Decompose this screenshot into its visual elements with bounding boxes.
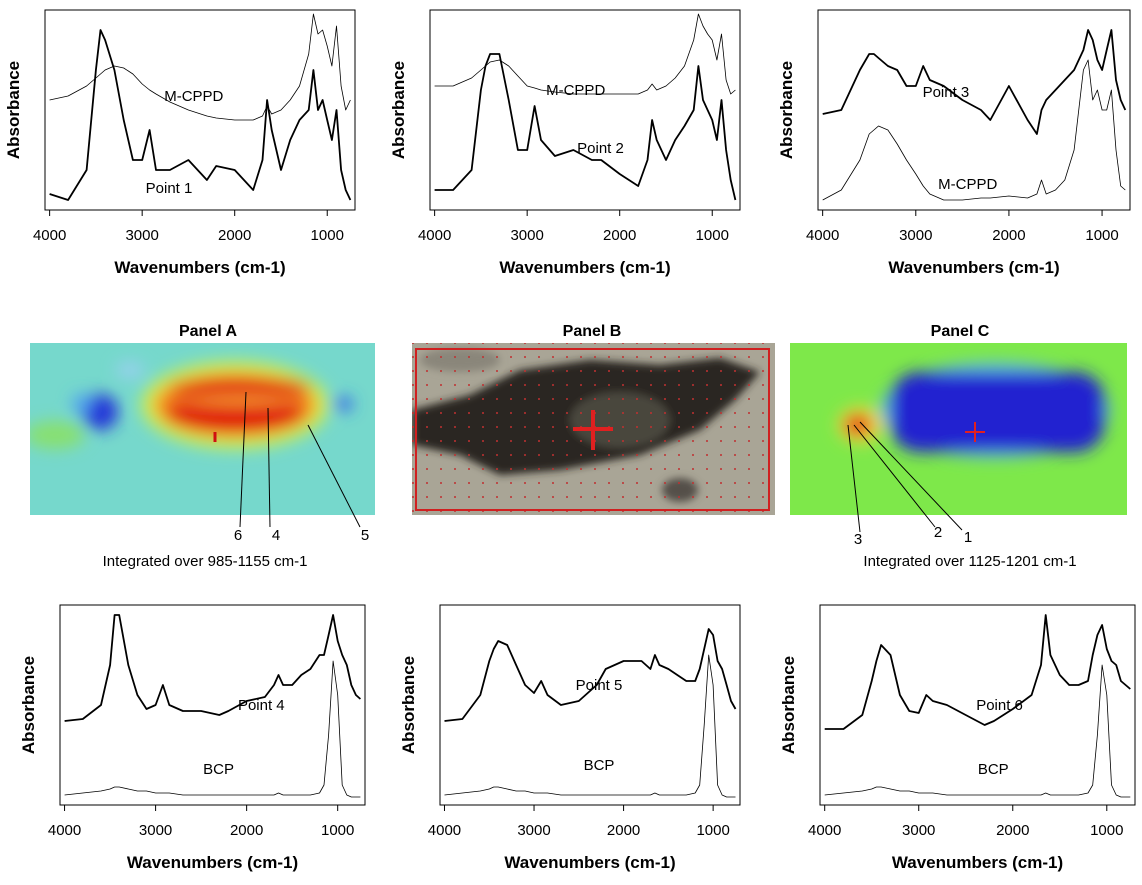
- spectrum-chart: 4000 3000 2000 1000 Wavenumbers (cm-1) Absorb…: [4, 9, 356, 277]
- series-label: M-CPPD: [164, 88, 223, 105]
- x-tick-label: 1000: [311, 227, 344, 244]
- spectrum-chart: 4000 3000 2000 1000 Wavenumbers (cm-1) Absorb…: [19, 604, 366, 872]
- spectrum-line: [434, 13, 736, 95]
- x-tick-label: 1000: [1090, 822, 1123, 839]
- series-label: M-CPPD: [938, 176, 997, 193]
- y-axis-label: Absorbance: [777, 61, 796, 159]
- panel-b: Panel B: [412, 323, 775, 515]
- spectrum-line: [444, 654, 736, 798]
- spectrum-line: [822, 29, 1127, 135]
- panel-title: Panel C: [931, 323, 990, 340]
- x-tick-label: 4000: [418, 227, 451, 244]
- micrograph: [412, 343, 775, 515]
- x-tick-label: 2000: [603, 227, 636, 244]
- x-axis-label: Wavenumbers (cm-1): [504, 853, 675, 872]
- plot-frame: [439, 604, 741, 806]
- series-label: BCP: [584, 757, 615, 774]
- plot-frame: [817, 9, 1131, 211]
- spectrum-line: [64, 614, 361, 722]
- y-axis-label: Absorbance: [4, 61, 23, 159]
- series-label: BCP: [978, 761, 1009, 778]
- callout: 4: [272, 527, 280, 544]
- callout: 3: [854, 531, 862, 548]
- plot-frame: [59, 604, 366, 806]
- panel-title: Panel B: [563, 323, 622, 340]
- x-tick-label: 2000: [996, 822, 1029, 839]
- y-axis-label: Absorbance: [779, 656, 798, 754]
- spectrum-chart: 4000 3000 2000 1000 Wavenumbers (cm-1) Absorb…: [777, 9, 1131, 277]
- panel-a: Panel A 6 4 5 In: [30, 323, 375, 570]
- caption: Integrated over 1125-1201 cm-1: [863, 553, 1076, 570]
- series-label: Point 2: [577, 140, 624, 157]
- x-tick-label: 2000: [607, 822, 640, 839]
- x-axis-label: Wavenumbers (cm-1): [127, 853, 298, 872]
- caption: Integrated over 985-1155 cm-1: [103, 553, 308, 570]
- x-tick-label: 4000: [428, 822, 461, 839]
- spectrum-chart: 4000 3000 2000 1000 Wavenumbers (cm-1) Absorb…: [399, 604, 741, 872]
- spectrum-line: [822, 59, 1126, 201]
- callout: 6: [234, 527, 242, 544]
- spectrum-line: [434, 53, 737, 201]
- series-label: M-CPPD: [546, 82, 605, 99]
- x-axis-label: Wavenumbers (cm-1): [892, 853, 1063, 872]
- plot-frame: [44, 9, 356, 211]
- x-tick-label: 3000: [510, 227, 543, 244]
- plot-frame: [429, 9, 741, 211]
- series-label: Point 5: [576, 677, 623, 694]
- x-tick-label: 3000: [139, 822, 172, 839]
- spectrum-line: [444, 628, 737, 722]
- x-tick-label: 3000: [899, 227, 932, 244]
- x-tick-label: 3000: [125, 227, 158, 244]
- panel-title: Panel A: [179, 323, 238, 340]
- x-tick-label: 3000: [517, 822, 550, 839]
- y-axis-label: Absorbance: [19, 656, 38, 754]
- spectrum-line: [49, 13, 351, 121]
- spectrum-line: [49, 29, 352, 201]
- x-tick-label: 2000: [218, 227, 251, 244]
- heatmap-c: [790, 343, 1127, 515]
- series-label: Point 1: [146, 180, 193, 197]
- x-axis-label: Wavenumbers (cm-1): [499, 258, 670, 277]
- spectrum-chart: 4000 3000 2000 1000 Wavenumbers (cm-1) Absorb…: [389, 9, 741, 277]
- x-tick-label: 4000: [33, 227, 66, 244]
- x-tick-label: 4000: [808, 822, 841, 839]
- spectrum-line: [824, 664, 1131, 798]
- callout: 1: [964, 529, 972, 546]
- spectrum-line: [824, 614, 1131, 730]
- x-tick-label: 1000: [321, 822, 354, 839]
- x-tick-label: 2000: [992, 227, 1025, 244]
- x-axis-label: Wavenumbers (cm-1): [114, 258, 285, 277]
- spectrum-chart: 4000 3000 2000 1000 Wavenumbers (cm-1) Absorb…: [779, 604, 1136, 872]
- heatmap-a: [30, 343, 375, 515]
- x-tick-label: 2000: [230, 822, 263, 839]
- series-label: Point 4: [238, 697, 285, 714]
- x-tick-label: 4000: [48, 822, 81, 839]
- x-tick-label: 3000: [902, 822, 935, 839]
- x-tick-label: 1000: [1085, 227, 1118, 244]
- callout: 5: [361, 527, 369, 544]
- series-label: Point 6: [976, 697, 1023, 714]
- series-label: BCP: [203, 761, 234, 778]
- callout: 2: [934, 524, 942, 541]
- y-axis-label: Absorbance: [389, 61, 408, 159]
- y-axis-label: Absorbance: [399, 656, 418, 754]
- panel-c: Panel C 3 2 1 Integrated over 1125-1201 …: [790, 323, 1127, 570]
- x-axis-label: Wavenumbers (cm-1): [888, 258, 1059, 277]
- x-tick-label: 4000: [806, 227, 839, 244]
- plot-frame: [819, 604, 1136, 806]
- series-label: Point 3: [923, 84, 970, 101]
- spectrum-line: [64, 660, 361, 798]
- x-tick-label: 1000: [696, 227, 729, 244]
- x-tick-label: 1000: [696, 822, 729, 839]
